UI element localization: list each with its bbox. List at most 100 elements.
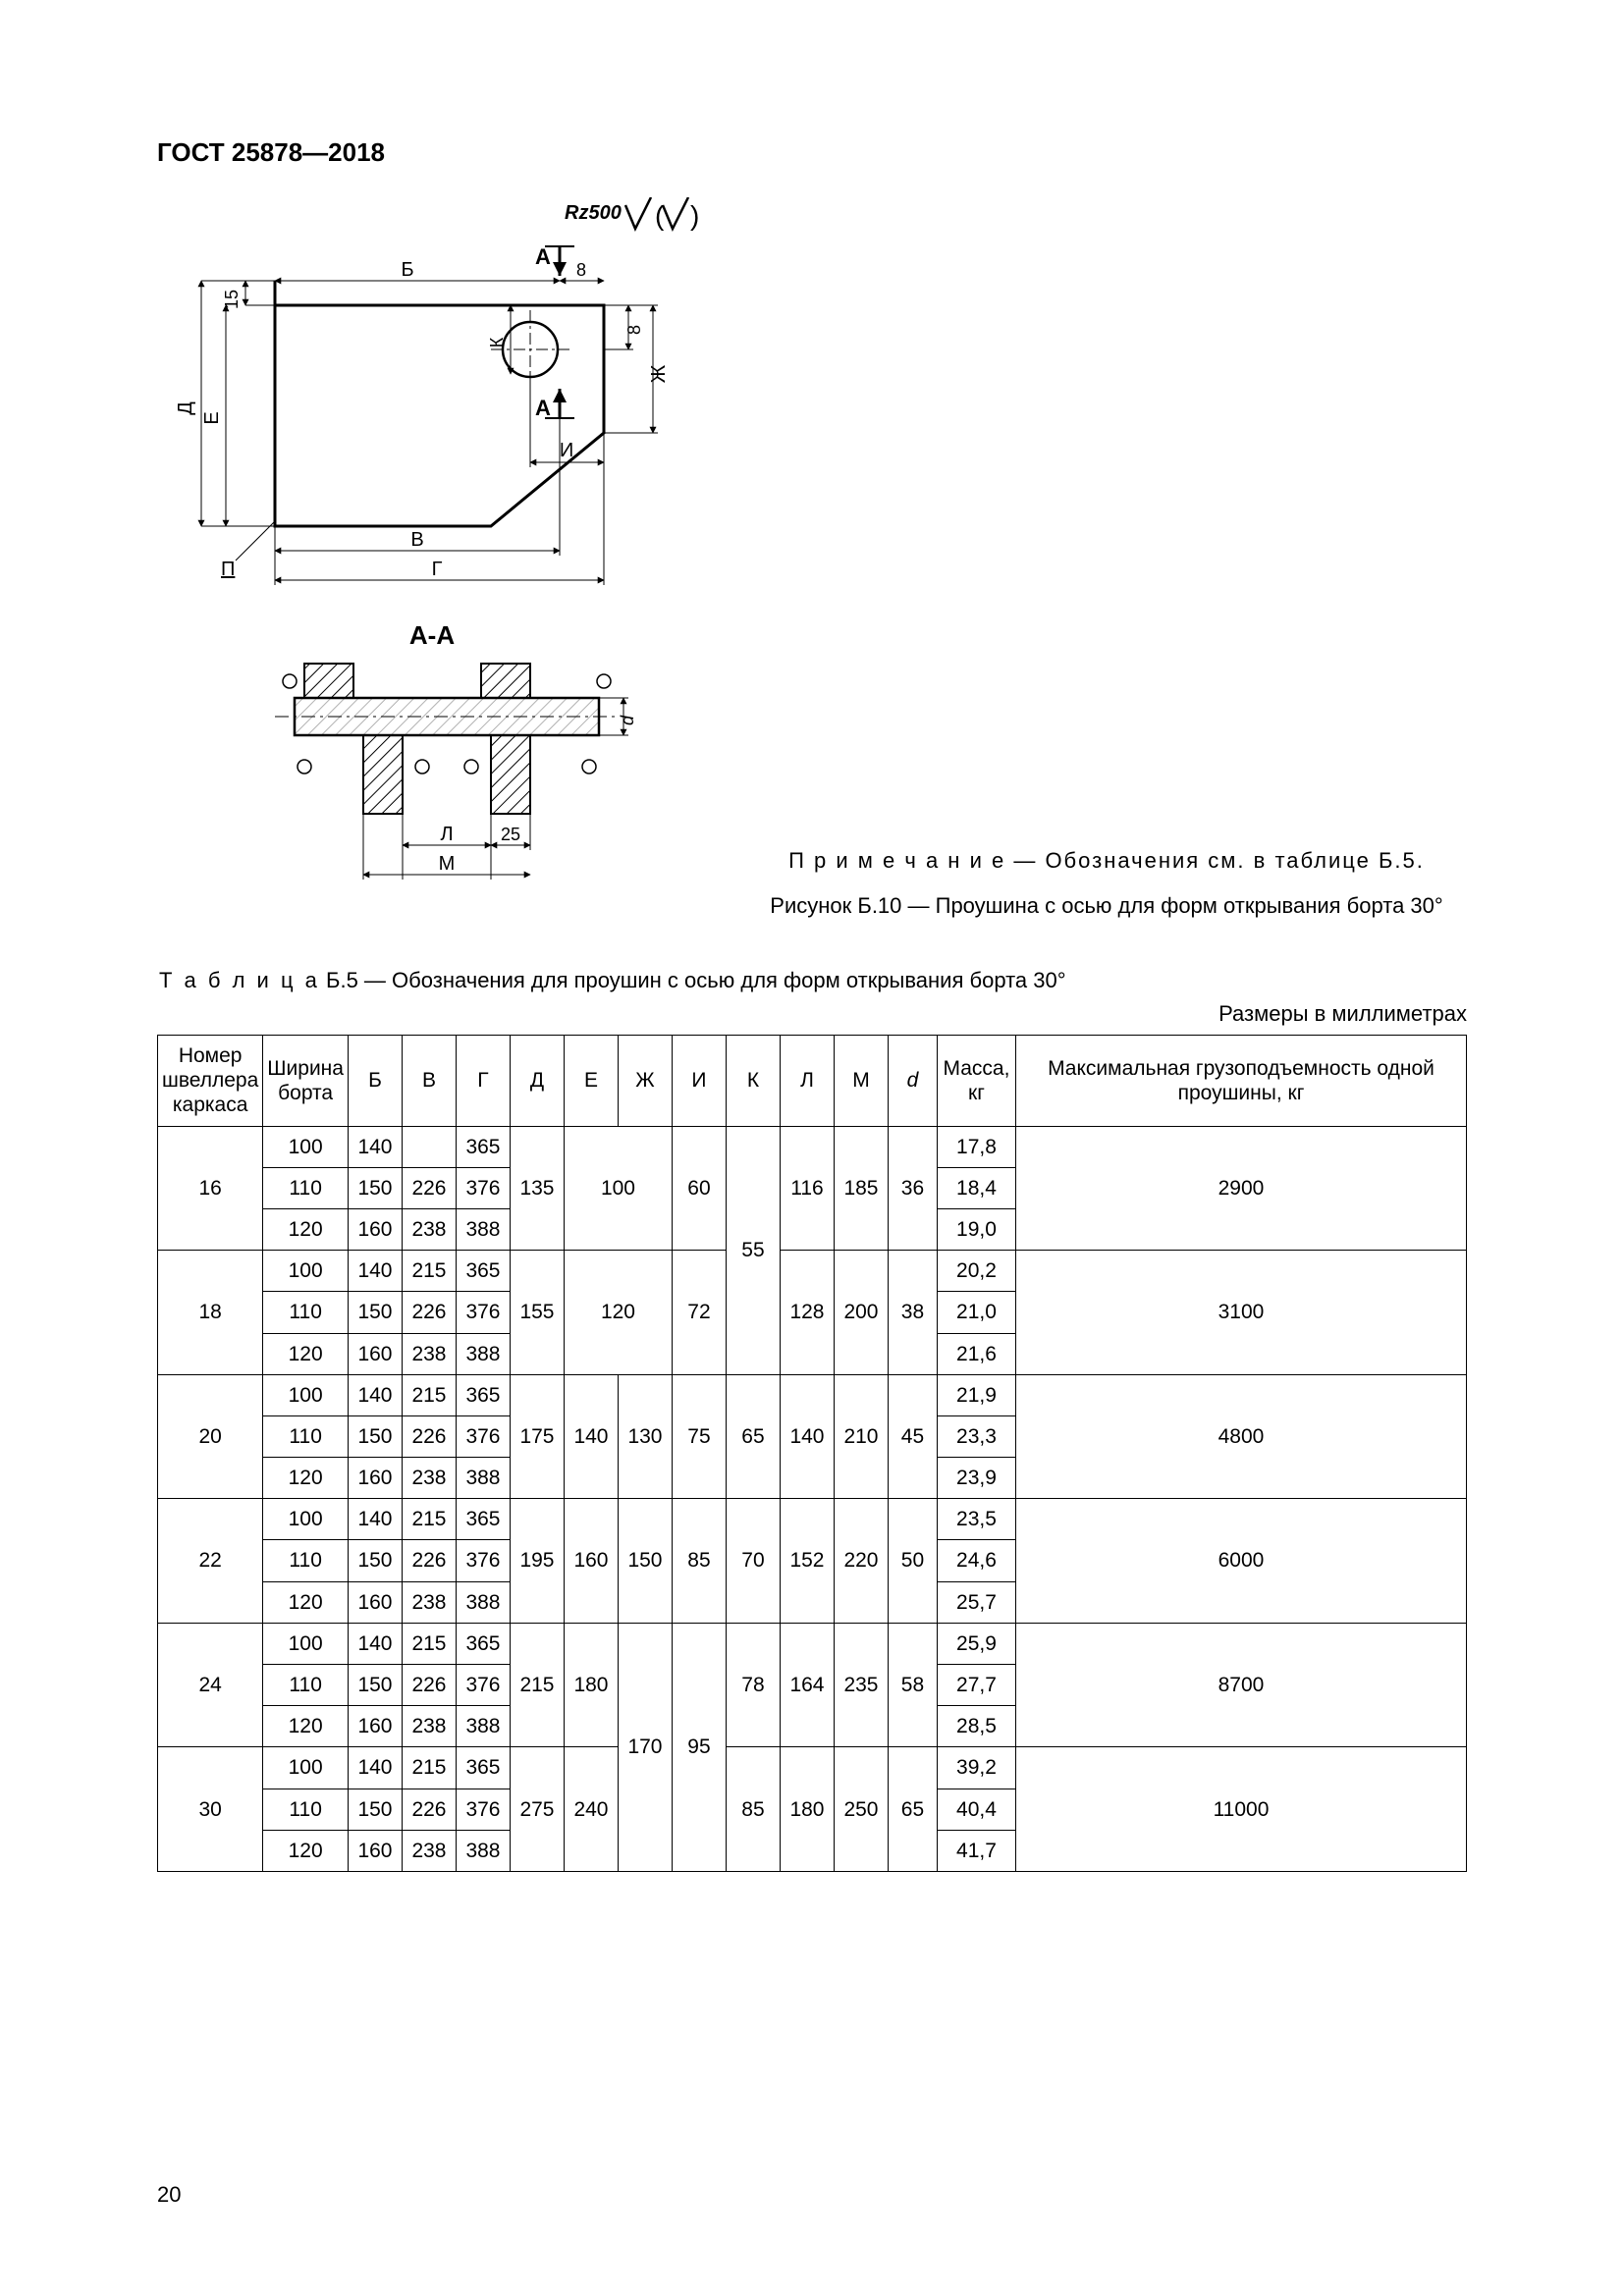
cell: 78 — [726, 1623, 780, 1747]
cell: 20,2 — [937, 1251, 1015, 1292]
svg-text:М: М — [439, 853, 456, 875]
cell: 195 — [510, 1499, 564, 1624]
table-title-label: Т а б л и ц а — [159, 968, 320, 992]
svg-text:А: А — [535, 244, 551, 269]
cell: 250 — [834, 1747, 888, 1872]
col-Zh: Ж — [618, 1036, 672, 1127]
svg-text:А: А — [535, 396, 551, 420]
cell: 23,3 — [937, 1415, 1015, 1457]
cell: 110 — [263, 1665, 349, 1706]
cell: 220 — [834, 1499, 888, 1624]
col-B: Б — [348, 1036, 402, 1127]
cell: 140 — [564, 1374, 618, 1499]
cell: 27,7 — [937, 1665, 1015, 1706]
cell: 40,4 — [937, 1789, 1015, 1830]
cell: 238 — [402, 1208, 456, 1250]
table-title-rest: Б.5 — Обозначения для проушин с осью для… — [320, 968, 1066, 992]
cell: 36 — [888, 1126, 937, 1251]
col-I: И — [672, 1036, 726, 1127]
cell: 25,7 — [937, 1581, 1015, 1623]
cell: 120 — [263, 1333, 349, 1374]
roughness-label: Rz500 — [565, 202, 622, 224]
cell: 160 — [348, 1830, 402, 1871]
cell: 215 — [402, 1251, 456, 1292]
cell: 226 — [402, 1789, 456, 1830]
section-view: d Л 25 М — [275, 664, 637, 880]
cell: 365 — [456, 1126, 510, 1167]
svg-text:25: 25 — [501, 825, 520, 844]
cell: 238 — [402, 1581, 456, 1623]
table-title: Т а б л и ц а Б.5 — Обозначения для проу… — [159, 968, 1467, 993]
table-head: Номер швеллера каркаса Ширина борта Б В … — [158, 1036, 1467, 1127]
svg-text:Ж: Ж — [648, 364, 670, 383]
cell: 100 — [263, 1499, 349, 1540]
cell: 160 — [564, 1499, 618, 1624]
cell: 226 — [402, 1415, 456, 1457]
cell: 160 — [348, 1706, 402, 1747]
cell: 150 — [348, 1415, 402, 1457]
col-d: d — [888, 1036, 937, 1127]
cell: 170 — [618, 1623, 672, 1871]
page-number: 20 — [157, 2182, 181, 2208]
col-K: К — [726, 1036, 780, 1127]
col-E: Е — [564, 1036, 618, 1127]
figure-note: П р и м е ч а н и е — Обозначения см. в … — [746, 848, 1467, 874]
cell: 365 — [456, 1499, 510, 1540]
cell: 238 — [402, 1706, 456, 1747]
cell: 150 — [348, 1167, 402, 1208]
cell: 110 — [263, 1789, 349, 1830]
cell: 365 — [456, 1747, 510, 1789]
cell: 22 — [158, 1499, 263, 1624]
cell: 376 — [456, 1540, 510, 1581]
cell: 155 — [510, 1251, 564, 1375]
cell: 180 — [780, 1747, 834, 1872]
col-mass: Масса, кг — [937, 1036, 1015, 1127]
cell: 95 — [672, 1623, 726, 1871]
cell: 150 — [348, 1540, 402, 1581]
roughness-symbol: Rz500 ( ) — [565, 197, 699, 231]
cell: 376 — [456, 1415, 510, 1457]
note-text: — Обозначения см. в таблице Б.5. — [1005, 848, 1425, 873]
figure-block: Rz500 ( ) А — [157, 197, 1467, 929]
cell: 140 — [780, 1374, 834, 1499]
cell: 150 — [348, 1789, 402, 1830]
cell: 215 — [402, 1623, 456, 1664]
cell: 4800 — [1015, 1374, 1466, 1499]
cell: 140 — [348, 1126, 402, 1167]
cell: 235 — [834, 1623, 888, 1747]
cell: 238 — [402, 1830, 456, 1871]
cell: 24,6 — [937, 1540, 1015, 1581]
col-M: М — [834, 1036, 888, 1127]
cell: 175 — [510, 1374, 564, 1499]
svg-text:(: ( — [655, 200, 665, 231]
cell: 65 — [888, 1747, 937, 1872]
cell: 20 — [158, 1374, 263, 1499]
svg-text:15: 15 — [222, 290, 242, 309]
col-capacity: Максимальная грузоподъемность одной проу… — [1015, 1036, 1466, 1127]
cell: 140 — [348, 1499, 402, 1540]
table-row: 1610014036513510060551161853617,82900 — [158, 1126, 1467, 1167]
svg-text:d: d — [618, 715, 637, 725]
cell — [402, 1126, 456, 1167]
svg-text:И: И — [560, 440, 573, 461]
cell: 110 — [263, 1167, 349, 1208]
col-G: Г — [456, 1036, 510, 1127]
col-frame: Номер швеллера каркаса — [158, 1036, 263, 1127]
cell: 140 — [348, 1251, 402, 1292]
cell: 110 — [263, 1415, 349, 1457]
svg-text:П: П — [221, 559, 235, 580]
cell: 100 — [263, 1251, 349, 1292]
cell: 238 — [402, 1458, 456, 1499]
cell: 128 — [780, 1251, 834, 1375]
cell: 376 — [456, 1789, 510, 1830]
cell: 130 — [618, 1374, 672, 1499]
cell: 226 — [402, 1540, 456, 1581]
table-row: 30100140215365275240851802506539,211000 — [158, 1747, 1467, 1789]
cell: 140 — [348, 1747, 402, 1789]
cell: 275 — [510, 1747, 564, 1872]
cell: 150 — [348, 1292, 402, 1333]
cell: 150 — [618, 1499, 672, 1624]
cell: 180 — [564, 1623, 618, 1747]
svg-text:В: В — [410, 529, 423, 551]
svg-text:8: 8 — [624, 325, 644, 335]
